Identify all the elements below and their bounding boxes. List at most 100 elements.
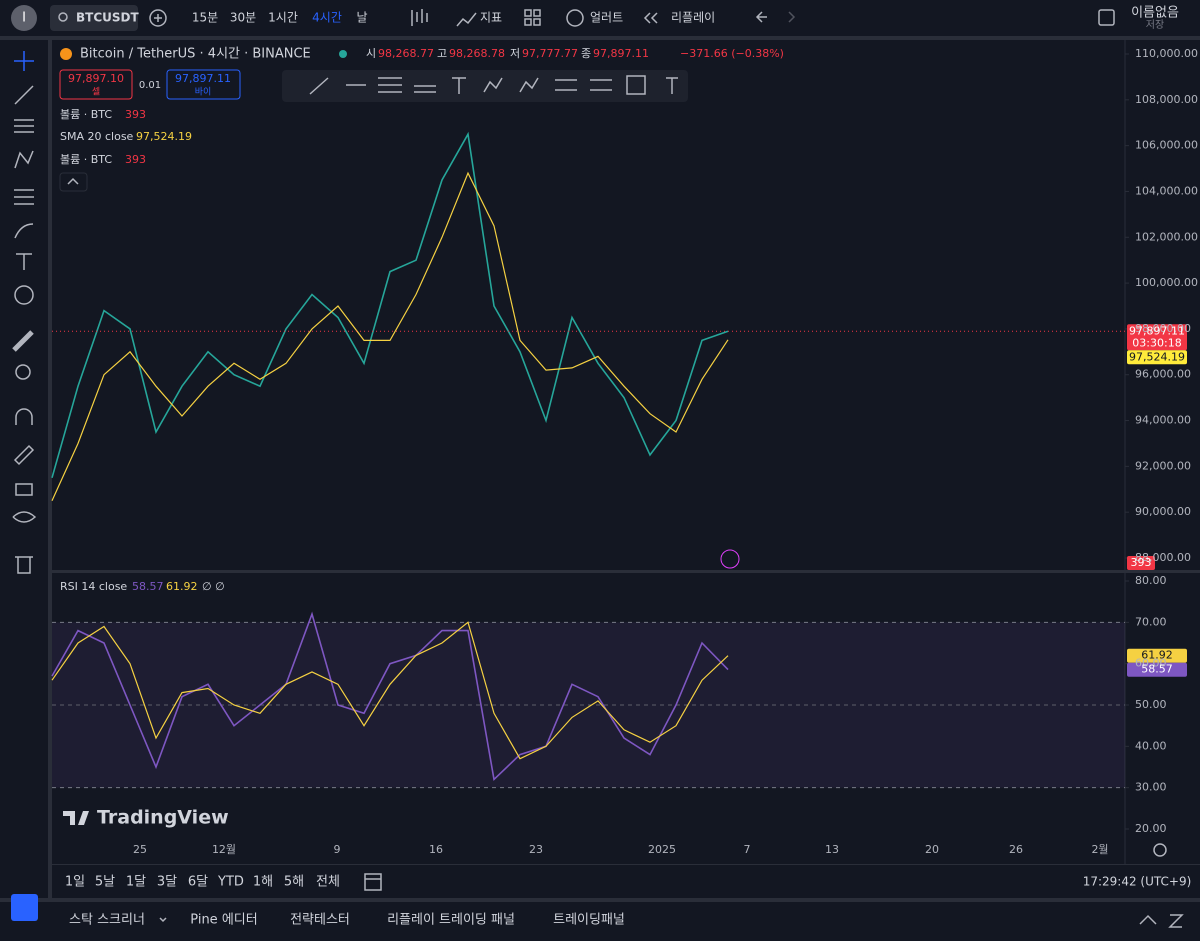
x-tick-label: 13	[825, 843, 839, 856]
x-tick-label: 16	[429, 843, 443, 856]
floating-tools[interactable]	[309, 75, 678, 95]
main-line	[51, 131, 729, 479]
panel-tab[interactable]: 전략테스터	[290, 913, 350, 928]
buy-label: 바이	[195, 87, 212, 98]
panel-controls[interactable]	[1139, 914, 1184, 928]
y-tick-label: 106,000.00	[1135, 139, 1198, 152]
avatar-letter: I	[22, 11, 26, 26]
panel-tab[interactable]: 트레이딩패널	[553, 913, 625, 928]
rsi-value: ∅ ∅	[202, 580, 225, 593]
dropdown-icon	[159, 917, 167, 923]
ohlc-value: 98,268.78	[449, 47, 505, 60]
magnet-tool[interactable]	[15, 408, 33, 425]
x-tick-label: 2월	[1091, 843, 1108, 856]
pane-divider	[52, 570, 1200, 573]
study-value: 97,524.19	[136, 130, 192, 143]
layout-checkbox[interactable]	[1098, 9, 1115, 26]
y-tick-label: 104,000.00	[1135, 184, 1198, 197]
symbol: BTCUSDT	[76, 11, 139, 25]
collapse-button[interactable]	[59, 172, 88, 192]
buy-button[interactable]	[166, 69, 241, 100]
study-name: SMA 20 close	[60, 130, 134, 143]
drawing-tools	[11, 51, 38, 921]
compare-button[interactable]	[149, 9, 167, 27]
y-tick-label: 60.00	[1135, 657, 1167, 670]
x-tick-label: 7	[744, 843, 751, 856]
trend-line-tool[interactable]	[14, 85, 34, 105]
chart-type-icon[interactable]	[411, 9, 428, 26]
symbol-search[interactable]	[50, 5, 138, 31]
projection-tool[interactable]	[14, 189, 34, 205]
fib-tool[interactable]	[14, 119, 34, 133]
main-line	[51, 611, 729, 782]
ohlc-label: 고	[437, 47, 447, 60]
templates-icon	[533, 9, 541, 17]
ohlc-label: 종	[581, 47, 591, 60]
hide-tool[interactable]	[12, 511, 37, 523]
range-button[interactable]: 5날	[95, 875, 115, 890]
redo-button[interactable]	[788, 11, 796, 23]
lock-draw-tool[interactable]	[13, 444, 35, 466]
range-button[interactable]: 전체	[316, 875, 340, 890]
text-tool[interactable]	[16, 253, 32, 270]
panel-tab[interactable]: 리플레이 트레이딩 패널	[387, 913, 515, 928]
ohlc-label: 저	[510, 47, 520, 60]
settings-button[interactable]	[1153, 843, 1167, 857]
clock: 17:29:42 (UTC+9)	[1083, 875, 1192, 889]
events-icon[interactable]	[720, 549, 740, 569]
panel-tab[interactable]: 스탁 스크리너	[69, 913, 145, 928]
price-tag-label: 97,524.19	[1129, 350, 1185, 363]
layout-name[interactable]: 이름없음	[1131, 6, 1179, 21]
x-tick-label: 25	[133, 843, 147, 856]
replay-icon	[643, 12, 658, 24]
average-line	[51, 621, 729, 760]
average-line	[51, 171, 729, 501]
pattern-tool[interactable]	[14, 150, 34, 169]
indicators-button[interactable]: 지표	[480, 11, 502, 25]
date-range-button[interactable]	[364, 873, 382, 891]
undo-button[interactable]	[755, 11, 767, 23]
y-tick-label: 96,000.00	[1135, 368, 1191, 381]
ohlc-value: 97,897.11	[593, 47, 649, 60]
zoom-tool[interactable]	[15, 364, 31, 380]
interval-button[interactable]: 4시간	[312, 11, 342, 25]
interval-button[interactable]: 날	[356, 11, 367, 25]
interval-button[interactable]: 30분	[230, 11, 256, 25]
measure-tool[interactable]	[12, 330, 34, 352]
emoji-tool[interactable]	[14, 285, 34, 305]
crosshair-tool[interactable]	[14, 51, 34, 71]
range-button[interactable]: YTD	[217, 875, 244, 890]
plus-icon	[154, 14, 162, 22]
user-avatar[interactable]	[11, 5, 37, 31]
interval-button[interactable]: 15분	[192, 11, 218, 25]
range-button[interactable]: 1달	[126, 875, 146, 890]
price-tag	[1127, 662, 1187, 677]
y-tick-label: 80.00	[1135, 574, 1167, 587]
range-button[interactable]: 6달	[188, 875, 208, 890]
replay-button[interactable]: 리플레이	[671, 11, 715, 25]
study-name: 볼륨 · BTC	[60, 153, 112, 166]
y-tick-label: 20.00	[1135, 822, 1167, 835]
sell-button[interactable]	[59, 69, 133, 100]
alert-icon	[566, 9, 584, 27]
save-label: 저장	[1146, 19, 1164, 31]
x-tick-label: 23	[529, 843, 543, 856]
price-tag-label: 97,897.11	[1129, 324, 1185, 337]
range-button[interactable]: 3달	[157, 875, 177, 890]
market-status	[339, 50, 347, 58]
templates-icon[interactable]	[524, 9, 532, 17]
brush-tool[interactable]	[14, 223, 34, 239]
delete-tool[interactable]	[15, 556, 33, 574]
range-button[interactable]: 1일	[65, 875, 85, 890]
watchlist-button[interactable]	[11, 894, 38, 921]
y-tick-label: 110,000.00	[1135, 47, 1198, 60]
lock-tool[interactable]	[15, 483, 33, 496]
range-button[interactable]: 1해	[253, 875, 273, 890]
alert-button[interactable]: 얼러트	[590, 11, 623, 25]
chart-layer	[51, 53, 1187, 923]
interval-button[interactable]: 1시간	[268, 11, 298, 25]
range-button[interactable]: 5해	[284, 875, 304, 890]
panel-tab[interactable]: Pine 에디터	[190, 913, 257, 928]
